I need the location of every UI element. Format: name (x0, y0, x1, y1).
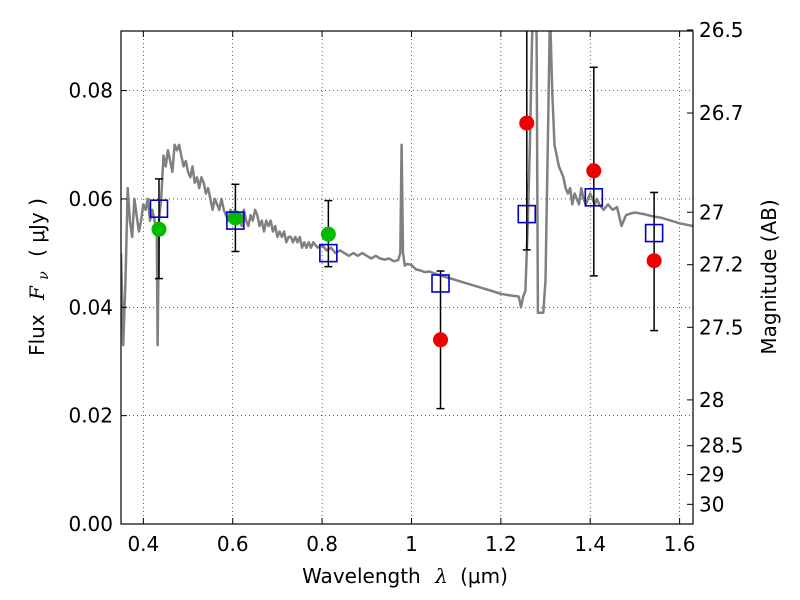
model-square-point (319, 243, 338, 263)
y-axis-label-prefix: Flux (25, 314, 49, 356)
x-tick-label: 0.4 (127, 532, 159, 556)
x-tick-label: 0.8 (306, 532, 338, 556)
x-tick-label: 1.6 (664, 532, 696, 556)
green-data-point (151, 221, 167, 237)
grid-lines (121, 31, 693, 524)
right-tick-label: 28 (699, 388, 724, 412)
y-axis-label-subscript: ν (36, 271, 52, 280)
right-tick-label: 29 (699, 463, 724, 487)
x-axis-label-prefix: Wavelength (302, 564, 421, 588)
model-square-point (644, 223, 664, 243)
y-tick-label: 0.06 (68, 187, 113, 211)
x-tick-label: 1 (405, 532, 418, 556)
template-spectrum-line (121, 31, 693, 347)
right-tick-label: 28.5 (699, 434, 744, 458)
green-data-point (227, 210, 243, 226)
axis-ticks: 0.4 0.6 0.8 1 1.2 1.4 1.6 0.00 0.02 0.04 0.06 0.08 2… (68, 18, 743, 556)
x-tick-label: 1.2 (485, 532, 517, 556)
y-axis-label-unit: ( μJy ) (25, 198, 49, 257)
right-tick-label: 27.2 (699, 253, 744, 277)
model-square-point (517, 204, 537, 224)
y-axis-label-symbol: F (25, 285, 49, 301)
y-tick-label: 0.00 (68, 512, 113, 536)
plot-area (121, 31, 693, 410)
model-square-point (149, 199, 169, 218)
right-tick-label: 30 (699, 492, 724, 516)
y-axis-label: Flux F ν ( μJy ) (25, 198, 53, 356)
x-axis-label-unit: (μm) (460, 564, 508, 588)
model-square-point (226, 211, 245, 230)
axes-frame (120, 30, 694, 525)
y-tick-label: 0.02 (68, 404, 113, 428)
right-tick-label: 26.7 (699, 101, 744, 125)
red-data-point (586, 163, 602, 179)
x-axis-label-symbol: λ (434, 564, 448, 588)
y-axis-right-label: Magnitude (AB) (757, 199, 781, 354)
x-tick-label: 0.6 (217, 532, 249, 556)
right-tick-label: 27.5 (699, 315, 744, 339)
right-tick-label: 26.5 (699, 18, 744, 42)
y-tick-label: 0.08 (68, 79, 113, 103)
model-square-point (584, 188, 604, 207)
x-axis-label: Wavelength λ (μm) (302, 564, 508, 588)
y-tick-label: 0.04 (68, 295, 113, 319)
red-data-point (433, 332, 449, 348)
model-square-point (431, 274, 450, 293)
red-data-point (646, 253, 662, 269)
x-tick-label: 1.4 (574, 532, 606, 556)
red-data-point (519, 115, 535, 131)
right-tick-label: 27 (699, 200, 724, 224)
green-data-point (320, 226, 336, 242)
